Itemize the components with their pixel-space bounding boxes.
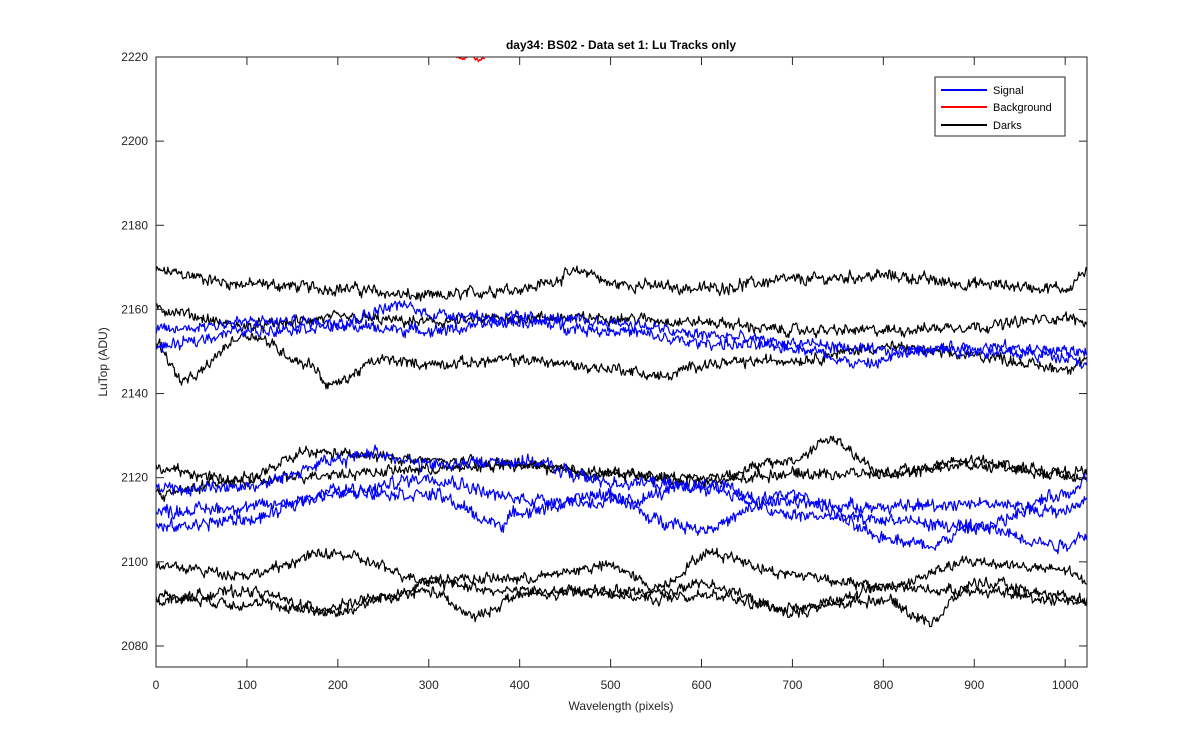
ticks-layer: 0 100 200 300 400 500 600 700 800 900 1000 2080 2100… [121,50,1087,692]
series-line-darks-12 [156,575,1087,619]
x-tick-label: 0 [153,678,160,692]
chart-title: day34: BS02 - Data set 1: Lu Tracks only [506,38,736,52]
x-tick-label: 900 [964,678,984,692]
y-tick-label: 2200 [121,134,148,148]
y-tick-label: 2180 [121,218,148,232]
series-line-background-13 [454,57,486,63]
axes-box [155,56,1088,668]
y-axis-label: LuTop (ADU) [96,327,110,396]
x-tick-label: 800 [873,678,893,692]
series-line-signal-4 [156,315,1087,370]
x-tick-label: 500 [601,678,621,692]
x-tick-label: 400 [510,678,530,692]
plot-area [156,57,1087,667]
x-tick-label: 200 [328,678,348,692]
y-tick-label: 2220 [121,50,148,64]
y-tick-label: 2120 [121,471,148,485]
x-axis-label: Wavelength (pixels) [569,699,674,713]
series-line-signal-9 [156,483,1087,555]
x-tick-label: 1000 [1052,678,1079,692]
series-line-darks-6 [156,445,1087,503]
series-line-darks-1 [156,303,1087,339]
x-tick-label: 100 [237,678,257,692]
legend-label-signal: Signal [993,85,1024,97]
x-tick-label: 300 [419,678,439,692]
y-tick-label: 2080 [121,639,148,653]
x-tick-label: 600 [691,678,711,692]
y-tick-label: 2100 [121,555,148,569]
legend: Signal Background Darks [934,76,1066,137]
x-tick-label: 700 [782,678,802,692]
series-line-signal-7 [156,444,1087,519]
series-line-darks-10 [156,547,1087,593]
series-line-darks-0 [156,265,1087,302]
legend-label-background: Background [993,102,1052,114]
y-tick-label: 2140 [121,387,148,401]
series-layer [156,57,1087,628]
legend-label-darks: Darks [993,120,1022,132]
y-tick-label: 2160 [121,302,148,316]
